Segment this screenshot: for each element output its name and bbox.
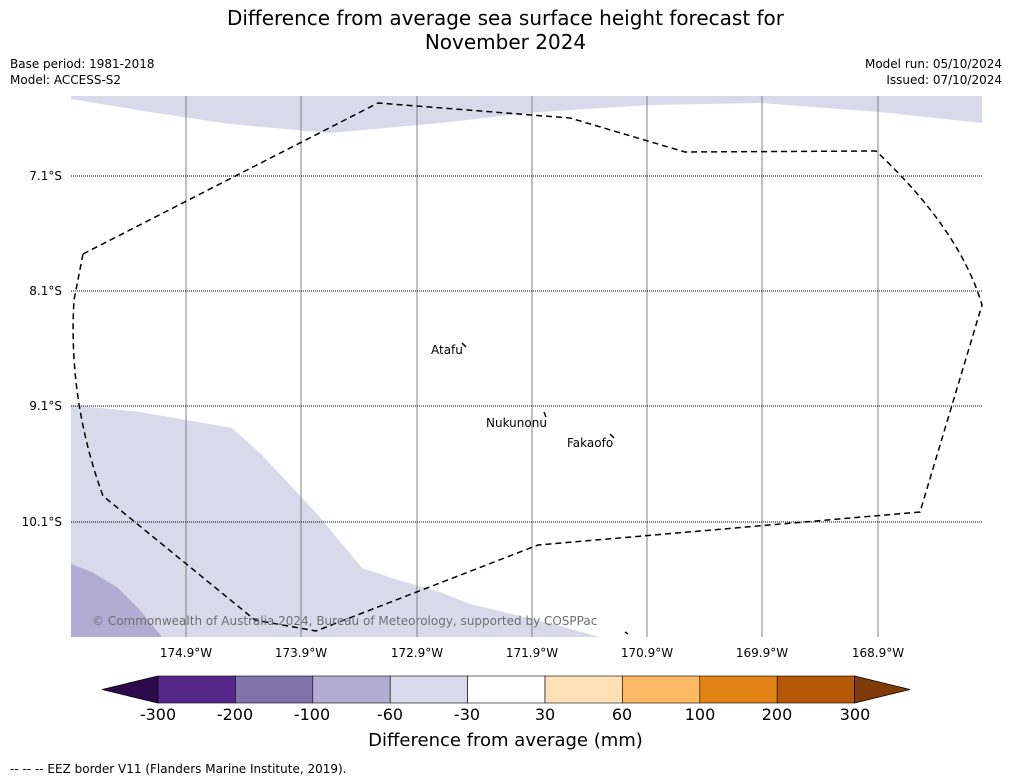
longitude-gridlines	[185, 96, 879, 637]
colorbar-tick: 100	[684, 705, 716, 724]
colorbar-segment	[776, 675, 855, 704]
chart-title-line-1: Difference from average sea surface heig…	[226, 6, 785, 30]
lat-label-9-1: 9.1°S	[29, 399, 62, 413]
colorbar-label: Difference from average (mm)	[368, 730, 643, 751]
anomaly-region-southwest	[71, 405, 600, 637]
colorbar-segment	[467, 675, 546, 704]
lon-label-173-9: 173.9°W	[274, 646, 328, 660]
island-nukunonu	[543, 411, 547, 418]
copyright-notice: © Commonwealth of Australia 2024, Bureau…	[92, 614, 598, 628]
colorbar-segment	[157, 675, 236, 704]
colorbar-tick: 200	[761, 705, 793, 724]
colorbar-tick: -200	[216, 705, 254, 724]
eez-legend-footnote: -- -- -- EEZ border V11 (Flanders Marine…	[10, 762, 347, 776]
lat-label-8-1: 8.1°S	[29, 284, 62, 298]
colorbar-tick: -30	[453, 705, 481, 724]
lon-label-172-9: 172.9°W	[390, 646, 444, 660]
island-swains	[624, 631, 629, 635]
place-label-fakaofo: Fakaofo	[567, 436, 614, 450]
colorbar-tick: 300	[839, 705, 871, 724]
lon-label-169-9: 169.9°W	[735, 646, 789, 660]
model-name: Model: ACCESS-S2	[10, 73, 122, 87]
colorbar-extend-low	[101, 675, 159, 704]
anomaly-region-north	[71, 96, 982, 133]
colorbar-segment	[622, 675, 701, 704]
colorbar-tick: -100	[293, 705, 331, 724]
lat-label-7-1: 7.1°S	[29, 169, 62, 183]
meta-left: Base period: 1981-2018 Model: ACCESS-S2	[10, 56, 155, 88]
colorbar-segment	[235, 675, 314, 704]
colorbar-segment	[389, 675, 468, 704]
lon-label-174-9: 174.9°W	[159, 646, 213, 660]
colorbar	[101, 675, 911, 704]
issued-date: Issued: 07/10/2024	[886, 73, 1002, 87]
colorbar-segment	[699, 675, 778, 704]
island-atafu	[461, 342, 467, 348]
colorbar-extend-high	[854, 675, 911, 704]
colorbar-tick: -300	[139, 705, 177, 724]
base-period: Base period: 1981-2018	[10, 57, 155, 71]
lon-label-171-9: 171.9°W	[505, 646, 559, 660]
meta-right: Model run: 05/10/2024 Issued: 07/10/2024	[865, 56, 1002, 88]
chart-title: Difference from average sea surface heig…	[0, 6, 1011, 54]
place-label-atafu: Atafu	[431, 343, 463, 357]
lat-label-10-1: 10.1°S	[21, 515, 62, 529]
place-label-nukunonu: Nukunonu	[486, 416, 547, 430]
colorbar-tick: 60	[611, 705, 633, 724]
colorbar-tick: 30	[534, 705, 556, 724]
colorbar-segment	[312, 675, 391, 704]
chart-title-line-2: November 2024	[424, 30, 587, 54]
lon-label-170-9: 170.9°W	[620, 646, 674, 660]
colorbar-segment	[544, 675, 623, 704]
eez-border	[72, 102, 983, 632]
model-run: Model run: 05/10/2024	[864, 57, 1002, 71]
island-fakaofo	[609, 433, 615, 439]
lon-label-168-9: 168.9°W	[851, 646, 905, 660]
anomaly-region-southwest-strong	[71, 564, 162, 637]
colorbar-tick: -60	[376, 705, 404, 724]
